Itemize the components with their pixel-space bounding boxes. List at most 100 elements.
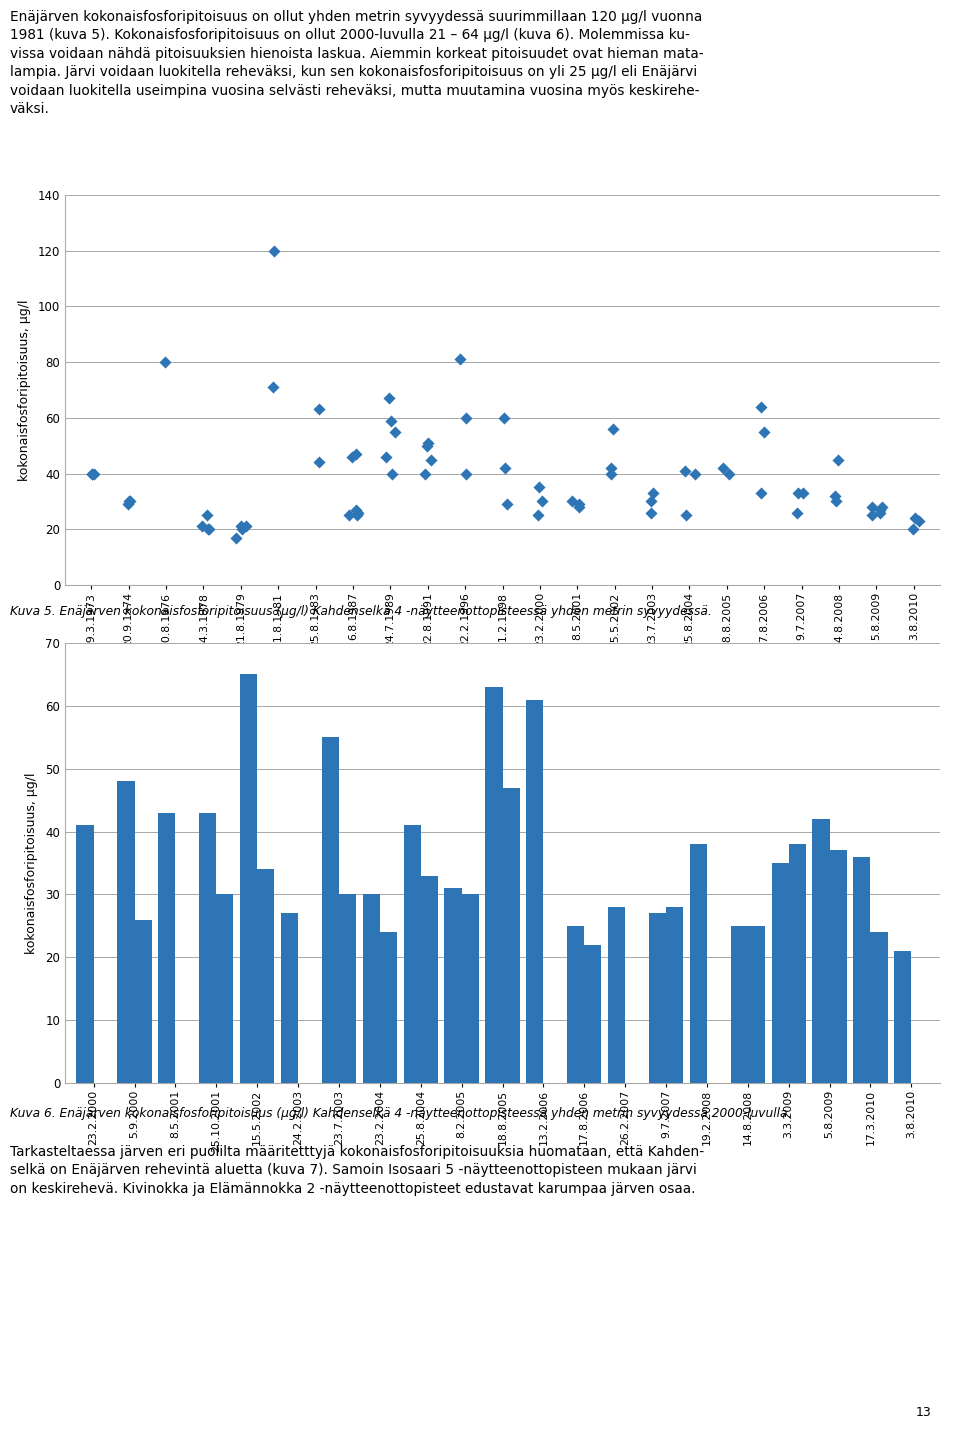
Bar [363, 895, 380, 1083]
Bar [526, 699, 543, 1083]
Bar [567, 926, 585, 1083]
Point [84, 462, 100, 485]
Point [605, 418, 620, 441]
Point [644, 501, 660, 524]
Bar [403, 826, 420, 1083]
Point [201, 518, 216, 541]
Point [790, 481, 805, 504]
Point [875, 495, 890, 518]
Point [829, 448, 845, 471]
Point [348, 442, 364, 465]
Point [345, 445, 360, 468]
Point [500, 493, 516, 516]
Point [789, 501, 804, 524]
Point [349, 504, 365, 527]
Point [645, 481, 660, 504]
Point [459, 462, 474, 485]
Bar [502, 787, 519, 1083]
Point [643, 490, 659, 513]
Point [157, 350, 173, 373]
Bar [444, 887, 462, 1083]
Bar [420, 876, 438, 1083]
Point [754, 481, 769, 504]
Point [687, 462, 703, 485]
Point [906, 518, 922, 541]
Text: Enäjärven kokonaisfosforipitoisuus on ollut yhden metrin syvyydessä suurimmillaa: Enäjärven kokonaisfosforipitoisuus on ol… [10, 10, 704, 116]
Bar [134, 919, 152, 1083]
Point [120, 493, 135, 516]
Point [604, 457, 619, 480]
Bar [853, 857, 871, 1083]
Bar [690, 844, 707, 1083]
Point [423, 448, 439, 471]
Point [679, 504, 694, 527]
Bar [486, 686, 502, 1083]
Point [200, 518, 215, 541]
Point [828, 484, 843, 507]
Bar [585, 945, 602, 1083]
Bar [117, 781, 134, 1083]
Point [721, 462, 736, 485]
Point [603, 462, 618, 485]
Point [194, 516, 209, 538]
Point [754, 395, 769, 418]
Point [532, 475, 547, 498]
Point [341, 504, 356, 527]
Point [564, 490, 580, 513]
Point [378, 445, 394, 468]
Point [864, 495, 879, 518]
Bar [216, 895, 233, 1083]
Point [311, 398, 326, 421]
Bar [462, 895, 479, 1083]
Text: Kuva 5. Enäjärven kokonaisfosforipitoisuus (µg/l) Kahdenselkä 4 -näytteenottopis: Kuva 5. Enäjärven kokonaisfosforipitoisu… [10, 605, 711, 617]
Bar [281, 913, 298, 1083]
Bar [77, 826, 94, 1083]
Bar [608, 908, 625, 1083]
Text: 13: 13 [916, 1406, 931, 1419]
Point [756, 421, 772, 444]
Point [348, 498, 364, 521]
Point [84, 462, 100, 485]
Point [266, 240, 281, 263]
Point [228, 526, 244, 549]
Bar [894, 951, 911, 1083]
Point [715, 457, 731, 480]
Y-axis label: kokonaisfosforipitoisuus, µg/l: kokonaisfosforipitoisuus, µg/l [18, 299, 31, 481]
Point [873, 501, 888, 524]
Point [459, 406, 474, 429]
Bar [812, 819, 829, 1083]
Point [535, 490, 550, 513]
Bar [257, 869, 275, 1083]
Bar [748, 926, 765, 1083]
Point [233, 516, 249, 538]
Point [907, 507, 923, 530]
Bar [339, 895, 356, 1083]
Point [350, 501, 366, 524]
Bar [829, 850, 847, 1083]
Point [199, 504, 214, 527]
Point [864, 504, 879, 527]
Bar [772, 863, 789, 1083]
Point [571, 493, 587, 516]
Point [497, 457, 513, 480]
Bar [789, 844, 805, 1083]
Y-axis label: kokonaisfosforipitoisuus, µg/l: kokonaisfosforipitoisuus, µg/l [25, 773, 38, 954]
Point [85, 462, 101, 485]
Point [828, 490, 843, 513]
Point [238, 516, 253, 538]
Point [796, 481, 811, 504]
Point [452, 348, 468, 370]
Point [420, 431, 436, 454]
Text: Kuva 6. Enäjärven kokonaisfosforipitoisuus (µg/l) Kahdenselkä 4 -näytteenottopis: Kuva 6. Enäjärven kokonaisfosforipitoisu… [10, 1107, 791, 1120]
Point [531, 504, 546, 527]
Point [123, 490, 138, 513]
Bar [158, 813, 176, 1083]
Point [420, 434, 435, 457]
Point [383, 409, 398, 432]
Bar [649, 913, 666, 1083]
Point [678, 460, 693, 482]
Point [234, 518, 250, 541]
Bar [666, 908, 684, 1083]
Point [265, 376, 280, 399]
Point [382, 386, 397, 409]
